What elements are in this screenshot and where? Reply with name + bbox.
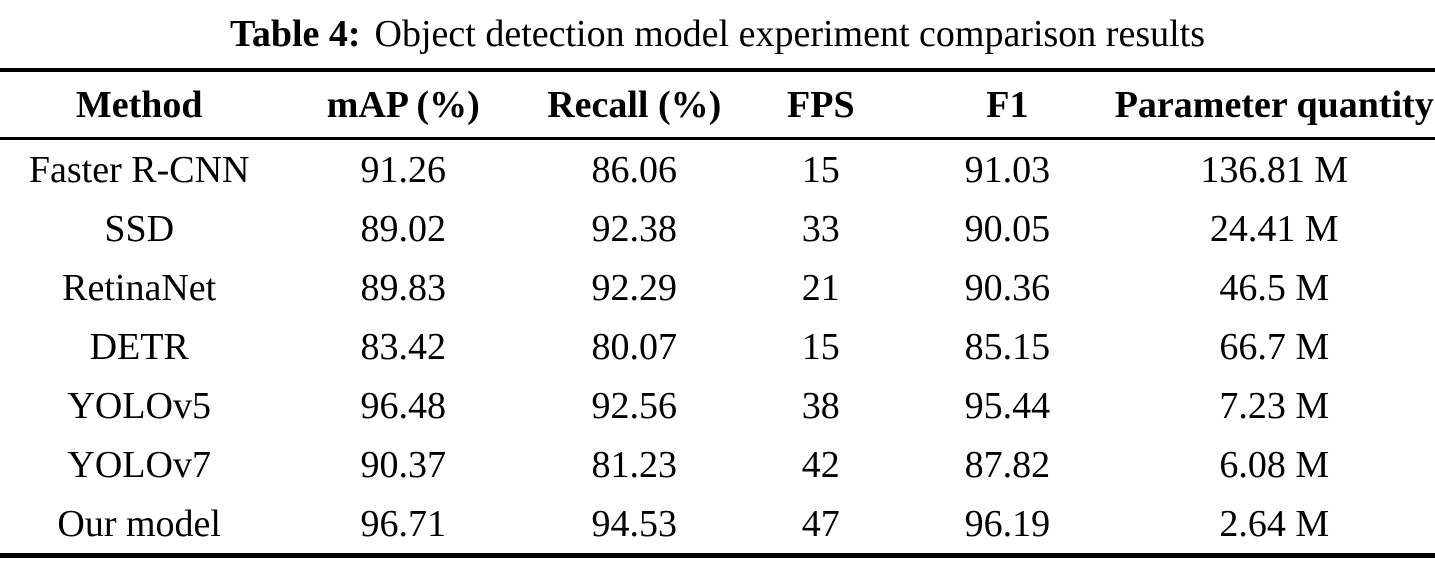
cell-recall: 92.38 <box>591 207 678 250</box>
table-row: Faster R-CNN 91.26 86.06 15 91.03 136.81… <box>0 139 1435 200</box>
cell-map: 90.37 <box>360 443 446 486</box>
table-row: YOLOv7 90.37 81.23 42 87.82 6.08 M <box>0 435 1435 494</box>
cell-map: 96.48 <box>360 384 446 427</box>
column-header-f1: F1 <box>901 70 1114 140</box>
cell-fps: 42 <box>801 443 840 486</box>
cell-recall: 81.23 <box>591 443 678 486</box>
table-caption-text: Object detection model experiment compar… <box>374 13 1206 55</box>
cell-map: 83.42 <box>360 325 446 368</box>
cell-method: RetinaNet <box>62 266 217 309</box>
cell-fps: 15 <box>801 325 840 368</box>
results-table: Method mAP (%) Recall (%) FPS F1 Paramet… <box>0 68 1435 558</box>
column-header-map: mAP (%) <box>278 70 529 140</box>
column-header-method: Method <box>0 70 279 140</box>
cell-map: 89.83 <box>360 266 446 309</box>
cell-parameter-quantity: 2.64 M <box>1219 502 1330 545</box>
cell-parameter-quantity: 136.81 M <box>1200 148 1349 191</box>
cell-f1: 91.03 <box>964 148 1051 191</box>
cell-method: SSD <box>104 207 175 250</box>
cell-parameter-quantity: 46.5 M <box>1219 266 1330 309</box>
cell-parameter-quantity: 7.23 M <box>1219 384 1330 427</box>
cell-map: 89.02 <box>360 207 446 250</box>
cell-f1: 96.19 <box>964 502 1051 545</box>
table-caption: Table 4: Object detection model experimen… <box>0 0 1435 68</box>
cell-fps: 47 <box>801 502 840 545</box>
cell-method: YOLOv5 <box>67 384 211 427</box>
cell-f1: 90.05 <box>964 207 1051 250</box>
cell-parameter-quantity: 66.7 M <box>1219 325 1330 368</box>
header-row: Method mAP (%) Recall (%) FPS F1 Paramet… <box>0 70 1435 140</box>
cell-map: 91.26 <box>360 148 446 191</box>
column-header-recall: Recall (%) <box>528 70 741 140</box>
cell-map: 96.71 <box>360 502 446 545</box>
cell-method: YOLOv7 <box>67 443 211 486</box>
cell-f1: 90.36 <box>964 266 1051 309</box>
cell-fps: 33 <box>801 207 840 250</box>
cell-recall: 80.07 <box>591 325 678 368</box>
cell-f1: 87.82 <box>964 443 1051 486</box>
cell-recall: 92.56 <box>591 384 678 427</box>
table-caption-label: Table 4: <box>229 13 361 55</box>
cell-recall: 86.06 <box>591 148 678 191</box>
cell-f1: 85.15 <box>964 325 1051 368</box>
column-header-fps: FPS <box>740 70 902 140</box>
cell-fps: 21 <box>801 266 840 309</box>
cell-method: Our model <box>57 502 221 545</box>
cell-f1: 95.44 <box>964 384 1051 427</box>
table-row: RetinaNet 89.83 92.29 21 90.36 46.5 M <box>0 258 1435 317</box>
table-row: Our model 96.71 94.53 47 96.19 2.64 M <box>0 494 1435 556</box>
cell-fps: 15 <box>801 148 840 191</box>
cell-method: Faster R-CNN <box>28 148 250 191</box>
cell-recall: 94.53 <box>591 502 678 545</box>
table-row: DETR 83.42 80.07 15 85.15 66.7 M <box>0 317 1435 376</box>
cell-fps: 38 <box>801 384 840 427</box>
cell-method: DETR <box>89 325 189 368</box>
column-header-parameter-quantity: Parameter quantity <box>1113 70 1435 140</box>
cell-parameter-quantity: 6.08 M <box>1219 443 1330 486</box>
table-row: SSD 89.02 92.38 33 90.05 24.41 M <box>0 199 1435 258</box>
cell-recall: 92.29 <box>591 266 678 309</box>
table-row: YOLOv5 96.48 92.56 38 95.44 7.23 M <box>0 376 1435 435</box>
cell-parameter-quantity: 24.41 M <box>1209 207 1339 250</box>
